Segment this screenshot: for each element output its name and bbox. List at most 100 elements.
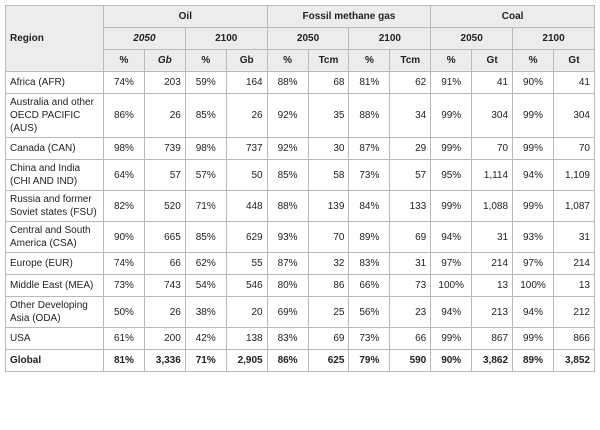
group-header: Coal bbox=[430, 5, 595, 28]
unit-header: Tcm bbox=[389, 49, 432, 72]
value-cell: 99% bbox=[430, 137, 473, 160]
unit-header: Gt bbox=[552, 49, 596, 72]
value-cell: 59% bbox=[184, 71, 227, 94]
value-cell: 214 bbox=[552, 252, 596, 275]
region-cell: Central and South America (CSA) bbox=[5, 221, 104, 253]
table-row: Australia and other OECD PACIFIC (AUS) 86… bbox=[5, 93, 596, 138]
value-cell: 32 bbox=[307, 252, 350, 275]
value-cell: 26 bbox=[225, 93, 268, 138]
group-header: Oil bbox=[103, 5, 268, 28]
value-cell: 90% bbox=[512, 71, 554, 94]
value-cell: 546 bbox=[225, 274, 268, 297]
value-cell: 739 bbox=[143, 137, 186, 160]
unit-header: % bbox=[103, 49, 145, 72]
value-cell: 86% bbox=[103, 93, 145, 138]
value-cell: 66 bbox=[143, 252, 186, 275]
value-cell: 88% bbox=[348, 93, 391, 138]
value-cell: 95% bbox=[430, 159, 473, 191]
value-cell: 448 bbox=[225, 190, 268, 222]
value-cell: 590 bbox=[389, 349, 432, 372]
value-cell: 57 bbox=[143, 159, 186, 191]
value-cell: 86% bbox=[266, 349, 309, 372]
value-cell: 97% bbox=[430, 252, 473, 275]
table-row: Middle East (MEA) 73% 743 54% 546 80% 86 66% 73 1… bbox=[5, 274, 596, 297]
year-header: 2050 bbox=[103, 27, 186, 50]
table-header: Region Oil Fossil methane gas Coal 2050 210… bbox=[5, 5, 596, 72]
value-cell: 94% bbox=[512, 296, 554, 328]
region-cell: Australia and other OECD PACIFIC (AUS) bbox=[5, 93, 104, 138]
table-row: Africa (AFR) 74% 203 59% 164 88% 68 81% 62 91% 41 9… bbox=[5, 71, 596, 94]
value-cell: 99% bbox=[512, 137, 554, 160]
value-cell: 214 bbox=[471, 252, 514, 275]
value-cell: 70 bbox=[471, 137, 514, 160]
value-cell: 99% bbox=[430, 93, 473, 138]
value-cell: 98% bbox=[103, 137, 145, 160]
value-cell: 38% bbox=[184, 296, 227, 328]
value-cell: 86 bbox=[307, 274, 350, 297]
value-cell: 97% bbox=[512, 252, 554, 275]
value-cell: 88% bbox=[266, 71, 309, 94]
value-cell: 66 bbox=[389, 327, 432, 350]
value-cell: 88% bbox=[266, 190, 309, 222]
value-cell: 138 bbox=[225, 327, 268, 350]
value-cell: 50% bbox=[103, 296, 145, 328]
value-cell: 85% bbox=[266, 159, 309, 191]
value-cell: 73% bbox=[348, 327, 391, 350]
value-cell: 2,905 bbox=[225, 349, 268, 372]
value-cell: 82% bbox=[103, 190, 145, 222]
region-cell: Africa (AFR) bbox=[5, 71, 104, 94]
value-cell: 99% bbox=[512, 327, 554, 350]
unit-header: % bbox=[512, 49, 554, 72]
value-cell: 743 bbox=[143, 274, 186, 297]
value-cell: 99% bbox=[430, 190, 473, 222]
value-cell: 83% bbox=[266, 327, 309, 350]
value-cell: 31 bbox=[389, 252, 432, 275]
value-cell: 304 bbox=[552, 93, 596, 138]
unit-header: % bbox=[266, 49, 309, 72]
value-cell: 26 bbox=[143, 296, 186, 328]
table-row: Canada (CAN) 98% 739 98% 737 92% 30 87% 29 99% 70 9… bbox=[5, 137, 596, 160]
unit-header: Gt bbox=[471, 49, 514, 72]
value-cell: 100% bbox=[430, 274, 473, 297]
header-row: % Gb% Gb% Tcm% Tcm% Gt% Gt bbox=[6, 49, 596, 72]
value-cell: 54% bbox=[184, 274, 227, 297]
region-cell: Global bbox=[5, 349, 104, 372]
value-cell: 87% bbox=[348, 137, 391, 160]
value-cell: 62% bbox=[184, 252, 227, 275]
value-cell: 31 bbox=[552, 221, 596, 253]
value-cell: 625 bbox=[307, 349, 350, 372]
unit-header: Tcm bbox=[307, 49, 350, 72]
value-cell: 867 bbox=[471, 327, 514, 350]
value-cell: 90% bbox=[103, 221, 145, 253]
value-cell: 31 bbox=[471, 221, 514, 253]
data-table: Region Oil Fossil methane gas Coal 2050 210… bbox=[5, 5, 596, 372]
value-cell: 55 bbox=[225, 252, 268, 275]
value-cell: 91% bbox=[430, 71, 473, 94]
value-cell: 25 bbox=[307, 296, 350, 328]
value-cell: 164 bbox=[225, 71, 268, 94]
value-cell: 73% bbox=[348, 159, 391, 191]
value-cell: 1,088 bbox=[471, 190, 514, 222]
value-cell: 3,862 bbox=[471, 349, 514, 372]
value-cell: 304 bbox=[471, 93, 514, 138]
value-cell: 81% bbox=[103, 349, 145, 372]
value-cell: 69 bbox=[307, 327, 350, 350]
year-header: 2050 bbox=[266, 27, 350, 50]
value-cell: 70 bbox=[307, 221, 350, 253]
value-cell: 50 bbox=[225, 159, 268, 191]
value-cell: 89% bbox=[348, 221, 391, 253]
unit-header: % bbox=[184, 49, 227, 72]
value-cell: 87% bbox=[266, 252, 309, 275]
value-cell: 93% bbox=[266, 221, 309, 253]
value-cell: 133 bbox=[389, 190, 432, 222]
value-cell: 520 bbox=[143, 190, 186, 222]
value-cell: 58 bbox=[307, 159, 350, 191]
value-cell: 61% bbox=[103, 327, 145, 350]
unit-header: % bbox=[348, 49, 391, 72]
value-cell: 94% bbox=[512, 159, 554, 191]
value-cell: 81% bbox=[348, 71, 391, 94]
region-cell: China and India (CHI AND IND) bbox=[5, 159, 104, 191]
value-cell: 57% bbox=[184, 159, 227, 191]
value-cell: 85% bbox=[184, 221, 227, 253]
value-cell: 57 bbox=[389, 159, 432, 191]
